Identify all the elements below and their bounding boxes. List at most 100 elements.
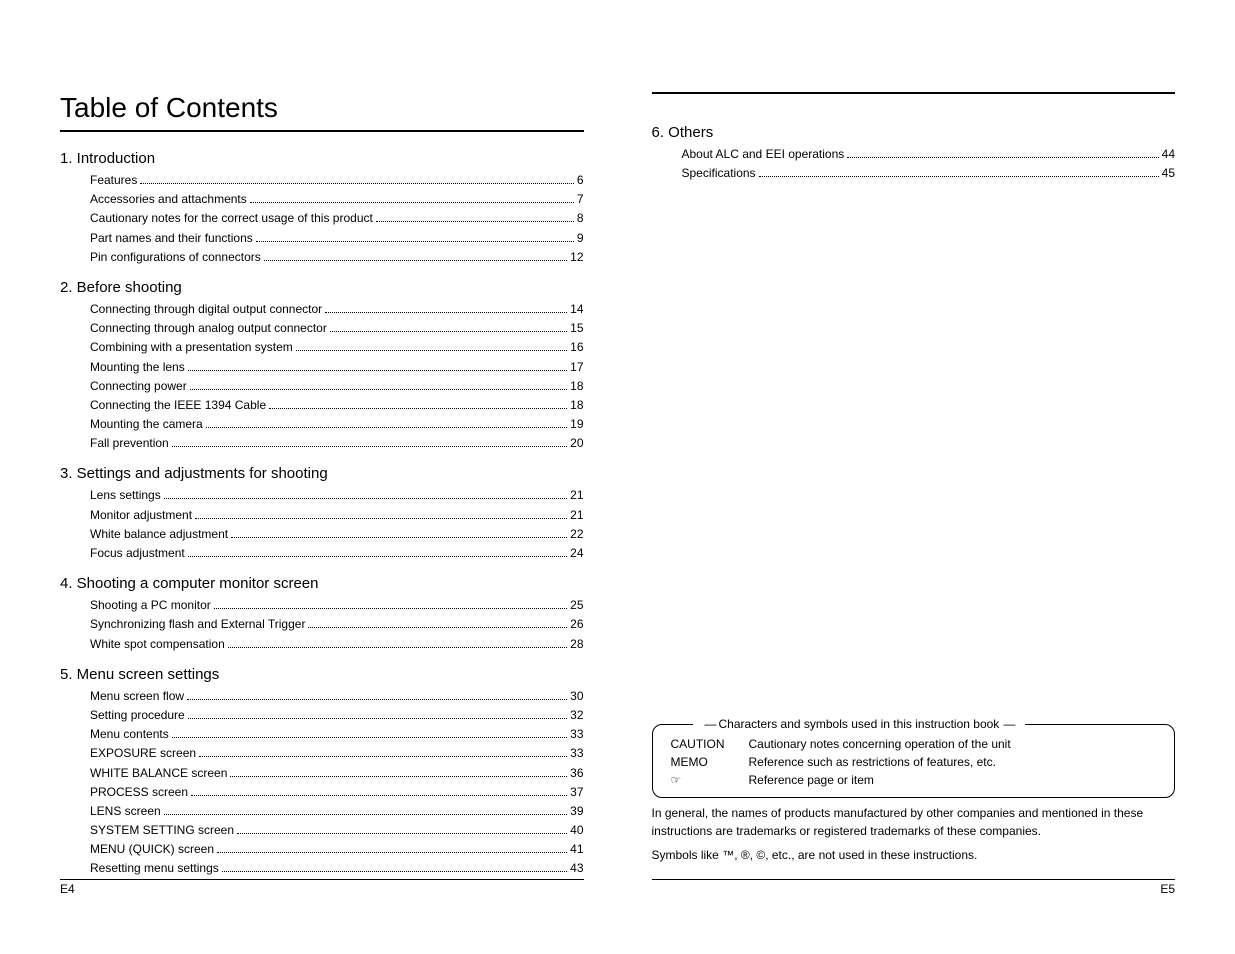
toc-row: Connecting the IEEE 1394 Cable 18 [90,396,584,415]
toc-leader [217,842,567,853]
toc-item-label: Synchronizing flash and External Trigger [90,615,305,634]
legend-key: ☞ [671,771,749,789]
toc-leader [237,823,567,834]
toc-row: Mounting the camera 19 [90,415,584,434]
toc-item-page: 18 [570,377,583,396]
toc-item-page: 12 [570,248,583,267]
toc-row: Pin configurations of connectors 12 [90,248,584,267]
toc-item-page: 36 [570,764,583,783]
toc-row: Resetting menu settings 43 [90,859,584,878]
toc-item-page: 32 [570,706,583,725]
footer-rule-left [60,879,584,880]
page-right: 6. Others About ALC and EEI operations 44… [618,0,1235,954]
toc-row: WHITE BALANCE screen 36 [90,764,584,783]
legend-block: Characters and symbols used in this inst… [652,724,1176,864]
toc-item-label: Pin configurations of connectors [90,248,261,267]
toc-item-label: About ALC and EEI operations [682,145,845,164]
toc-row: Combining with a presentation system 16 [90,338,584,357]
toc-row: Menu screen flow 30 [90,687,584,706]
toc-item-page: 25 [570,596,583,615]
toc-leader [140,173,573,184]
toc-item-page: 44 [1162,145,1175,164]
toc-row: Lens settings 21 [90,486,584,505]
toc-row: MENU (QUICK) screen 41 [90,840,584,859]
toc-row: Part names and their functions 9 [90,229,584,248]
toc-leader [191,785,567,796]
toc-leader [188,546,567,557]
toc-left: 1. Introduction Features 6Accessories and… [60,150,584,879]
toc-row: Cautionary notes for the correct usage o… [90,209,584,228]
toc-leader [164,804,567,815]
toc-row: Fall prevention 20 [90,434,584,453]
toc-item-label: Menu contents [90,725,169,744]
page-title: Table of Contents [60,92,584,132]
toc-leader [269,398,567,409]
toc-item-label: Connecting the IEEE 1394 Cable [90,396,266,415]
toc-right: 6. Others About ALC and EEI operations 44… [652,92,1176,183]
toc-item-page: 15 [570,319,583,338]
toc-item-label: Features [90,171,137,190]
toc-item-page: 7 [577,190,584,209]
toc-item-page: 45 [1162,164,1175,183]
toc-item-page: 43 [570,859,583,878]
toc-item-page: 17 [570,358,583,377]
toc-item-label: Monitor adjustment [90,506,192,525]
legend-val: Reference such as restrictions of featur… [749,753,1157,771]
toc-item-label: Connecting through analog output connect… [90,319,327,338]
toc-leader [228,637,567,648]
toc-row: Focus adjustment 24 [90,544,584,563]
toc-row: SYSTEM SETTING screen 40 [90,821,584,840]
toc-list: Features 6Accessories and attachments 7C… [90,171,584,267]
toc-item-label: Mounting the camera [90,415,203,434]
footer-rule-right [652,879,1176,880]
toc-row: EXPOSURE screen 33 [90,744,584,763]
toc-item-label: Part names and their functions [90,229,253,248]
toc-leader [172,436,567,447]
page-number-right: E5 [1160,882,1175,896]
toc-item-label: Setting procedure [90,706,185,725]
legend-val: Reference page or item [749,771,1157,789]
toc-row: Connecting power 18 [90,377,584,396]
toc-leader [330,321,567,332]
legend-key: CAUTION [671,735,749,753]
toc-item-label: Resetting menu settings [90,859,219,878]
toc-leader [231,527,567,538]
toc-row: Menu contents 33 [90,725,584,744]
toc-leader [376,212,574,223]
toc-row: Monitor adjustment 21 [90,506,584,525]
toc-list: About ALC and EEI operations 44Specifica… [682,145,1176,183]
toc-item-label: PROCESS screen [90,783,188,802]
toc-item-label: Fall prevention [90,434,169,453]
toc-item-page: 37 [570,783,583,802]
toc-row: White balance adjustment 22 [90,525,584,544]
toc-item-page: 33 [570,725,583,744]
page-left: Table of Contents 1. Introduction Feature… [0,0,618,954]
toc-item-page: 20 [570,434,583,453]
toc-section-head: 2. Before shooting [60,279,584,296]
legend-note-1: In general, the names of products manufa… [652,804,1176,840]
toc-leader [325,302,567,313]
toc-item-label: WHITE BALANCE screen [90,764,227,783]
toc-item-label: Connecting through digital output connec… [90,300,322,319]
toc-leader [250,192,574,203]
legend-row: ☞Reference page or item [671,771,1157,789]
toc-leader [308,618,567,629]
toc-leader [187,689,567,700]
toc-section-head: 1. Introduction [60,150,584,167]
toc-item-page: 21 [570,486,583,505]
legend-key: MEMO [671,753,749,771]
toc-list: Menu screen flow 30Setting procedure 32M… [90,687,584,879]
toc-item-page: 14 [570,300,583,319]
toc-leader [222,862,567,873]
toc-item-label: Accessories and attachments [90,190,247,209]
toc-item-label: White spot compensation [90,635,225,654]
toc-leader [188,708,567,719]
toc-item-page: 40 [570,821,583,840]
toc-row: Synchronizing flash and External Trigger… [90,615,584,634]
toc-item-label: Menu screen flow [90,687,184,706]
legend-note-2: Symbols like ™, ®, ©, etc., are not used… [652,846,1176,864]
toc-row: Mounting the lens 17 [90,358,584,377]
toc-leader [206,417,567,428]
toc-item-page: 16 [570,338,583,357]
toc-section-head: 6. Others [652,124,1176,141]
